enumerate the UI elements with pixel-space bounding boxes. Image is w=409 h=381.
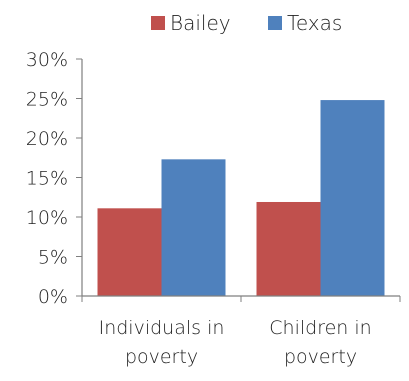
x-axis-category-labels: Individuals in poverty Children in poverty (99, 317, 372, 368)
category-label: Individuals in (99, 317, 225, 339)
y-axis-ticks: 0% 5% 10% 15% 20% 25% 30% (26, 49, 82, 308)
y-tick-label: 15% (26, 168, 68, 190)
legend-swatch-bailey (151, 16, 165, 30)
bar-texas-0 (161, 159, 226, 296)
category-label: poverty (125, 346, 198, 368)
y-tick-label: 10% (26, 207, 68, 229)
bars (97, 100, 385, 296)
y-tick-label: 25% (26, 89, 68, 111)
y-tick-label: 30% (26, 49, 68, 71)
bar-bailey-0 (97, 208, 162, 296)
legend: Bailey Texas (151, 11, 342, 35)
legend-swatch-texas (268, 16, 282, 30)
category-label: Children in (269, 317, 371, 339)
y-tick-label: 0% (38, 286, 68, 308)
y-tick-label: 5% (38, 247, 68, 269)
bar-texas-1 (320, 100, 385, 296)
axes (81, 59, 401, 302)
category-label: poverty (284, 346, 357, 368)
bar-bailey-1 (256, 201, 321, 296)
legend-label-texas: Texas (287, 11, 342, 35)
y-tick-label: 20% (26, 128, 68, 150)
legend-label-bailey: Bailey (170, 11, 231, 35)
